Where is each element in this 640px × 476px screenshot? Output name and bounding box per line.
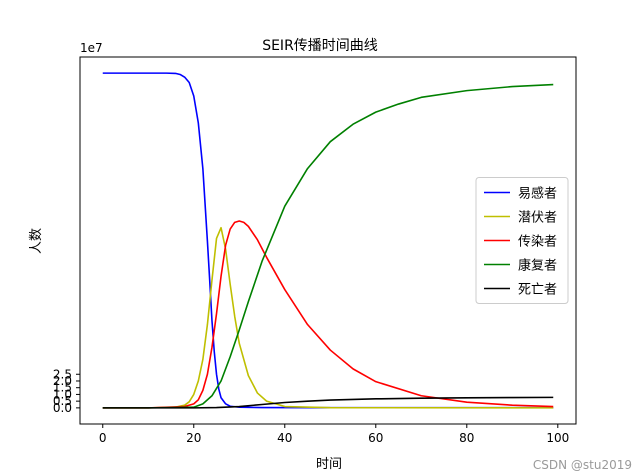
series-line-传染者 [102, 220, 554, 409]
series-line-潜伏者 [102, 226, 554, 409]
y-tick-label: 2.5 [53, 367, 72, 381]
series-line-康复者 [102, 83, 554, 409]
x-tick-label: 80 [459, 431, 474, 445]
series-lines [102, 72, 554, 409]
x-tick-label: 20 [186, 431, 201, 445]
x-axis-label: 时间 [316, 457, 342, 472]
y-tick-label: 1.0 [53, 387, 72, 401]
x-tick-label: 40 [277, 431, 292, 445]
legend-box [475, 177, 569, 304]
chart-title: SEIR传播时间曲线 [262, 38, 378, 54]
y-tick-label: 0.0 [53, 401, 72, 415]
legend-label: 易感者 [518, 186, 557, 202]
x-tick-label: 60 [368, 431, 383, 445]
x-tick-label: 0 [99, 431, 107, 445]
axes: 0 20 40 60 80 100 0.00.51.01.52.02.5 [53, 56, 577, 445]
legend-label: 潜伏者 [518, 211, 557, 226]
x-tick-label: 100 [546, 431, 569, 445]
y-tick-label: 1.5 [53, 381, 72, 395]
legend-label: 康复者 [518, 258, 557, 274]
y-tick-label: 0.5 [53, 394, 72, 408]
y-axis-label: 人数 [29, 228, 44, 254]
series-line-死亡者 [102, 396, 554, 409]
legend-label: 传染者 [518, 235, 557, 250]
y-offset-text: 1e7 [80, 41, 103, 55]
y-tick-label: 2.0 [53, 374, 72, 388]
plot-frame [79, 56, 577, 425]
watermark: CSDN @stu2019 [532, 458, 632, 472]
legend-label: 死亡者 [518, 283, 557, 298]
